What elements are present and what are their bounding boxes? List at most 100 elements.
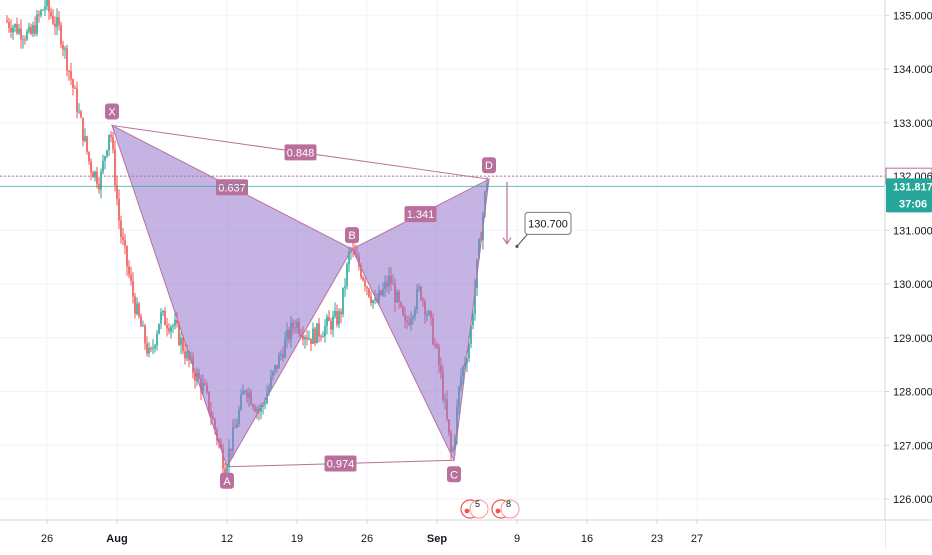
- candle-body: [130, 274, 132, 281]
- candle-body: [94, 171, 96, 178]
- pattern-ratio-xd[interactable]: 0.848: [284, 144, 317, 161]
- candle-body: [222, 448, 224, 469]
- price-levels: 130.700: [0, 175, 885, 248]
- candle-body: [82, 117, 84, 142]
- candle-body: [136, 303, 138, 314]
- candle-body: [102, 160, 104, 172]
- candle-body: [324, 325, 326, 337]
- candle-body: [366, 286, 368, 289]
- candle-body: [126, 246, 128, 267]
- candle-body: [304, 337, 306, 340]
- candle-body: [22, 39, 24, 41]
- candle-body: [88, 151, 90, 162]
- target-callout-label: 130.700: [528, 218, 568, 230]
- candle-body: [134, 296, 136, 314]
- candle-body: [150, 347, 152, 349]
- candle-body: [182, 337, 184, 352]
- candle-body: [314, 328, 316, 344]
- candle-body: [68, 70, 70, 72]
- pattern-point-c[interactable]: C: [447, 466, 461, 483]
- candle-body: [156, 333, 158, 346]
- price-axis-bg: [885, 0, 932, 550]
- candle-body: [226, 466, 228, 477]
- candle-body: [98, 184, 100, 190]
- candle-body: [86, 136, 88, 152]
- candle-body: [78, 111, 80, 113]
- candle-body: [154, 345, 156, 348]
- candle-body: [30, 26, 32, 34]
- candle-body: [474, 287, 476, 314]
- pattern-ratio-xb[interactable]: 0.637: [216, 179, 248, 196]
- pattern-point-b[interactable]: B: [345, 227, 359, 244]
- candle-body: [330, 321, 332, 330]
- candle-body: [46, 0, 48, 7]
- candle-body: [346, 264, 348, 287]
- pattern-ratio-bd[interactable]: 1.341: [404, 206, 437, 223]
- candle-body: [148, 347, 150, 354]
- candle-body: [116, 184, 118, 199]
- candle-body: [50, 11, 52, 17]
- pattern-point-x[interactable]: X: [105, 103, 119, 120]
- candle-body: [108, 134, 110, 151]
- candle-body: [114, 149, 116, 185]
- pattern-ratio-ac[interactable]: 0.974: [324, 455, 357, 472]
- pattern-point-d[interactable]: D: [482, 157, 496, 174]
- event-marker[interactable]: 8: [491, 499, 520, 519]
- candle-body: [76, 88, 78, 112]
- candle-body: [370, 296, 372, 304]
- current-price-tag[interactable]: 131.817 37:06: [886, 178, 932, 213]
- candle-body: [14, 24, 16, 28]
- candle-body: [80, 111, 82, 118]
- candle-body: [128, 266, 130, 275]
- price-tick-label: 134.000: [893, 64, 932, 76]
- candle-body: [176, 319, 178, 324]
- candle-body: [264, 403, 266, 406]
- event-marker-dot: [464, 508, 470, 514]
- candle-body: [470, 325, 472, 344]
- candle-body: [266, 393, 268, 404]
- candle-body: [70, 71, 72, 80]
- time-axis[interactable]: 26 Aug 12 19 26 Sep 9 16 23 27: [0, 519, 932, 550]
- candle-body: [112, 137, 114, 150]
- candle-body: [318, 323, 320, 337]
- candle-body: [42, 9, 44, 11]
- candle-body: [124, 239, 126, 247]
- candle-body: [138, 303, 140, 317]
- candle-body: [110, 134, 112, 138]
- time-tick-label: 12: [221, 533, 233, 545]
- price-axis[interactable]: 135.000134.000133.000132.000131.000130.0…: [884, 0, 932, 550]
- time-axis-bg: [0, 520, 885, 550]
- candle-body: [180, 337, 182, 345]
- candle-body: [12, 27, 14, 33]
- ratio-label: 0.637: [218, 182, 246, 194]
- candle-body: [344, 286, 346, 288]
- candle-body: [224, 468, 226, 477]
- candle-body: [158, 323, 160, 334]
- candle-body: [26, 31, 28, 40]
- candle-body: [326, 317, 328, 326]
- candle-body: [308, 338, 310, 340]
- candle-body: [56, 17, 58, 27]
- candle-body: [74, 87, 76, 89]
- candle-body: [322, 336, 324, 338]
- candle-body: [24, 39, 26, 41]
- event-marker-dot: [495, 508, 501, 514]
- pattern-point-label: D: [485, 160, 493, 172]
- target-callout[interactable]: 130.700: [524, 211, 572, 235]
- time-tick-label: Aug: [106, 533, 127, 545]
- pattern-point-label: A: [223, 476, 231, 488]
- candle-body: [58, 17, 60, 25]
- event-marker[interactable]: 5: [460, 499, 489, 519]
- candle-body: [306, 337, 308, 340]
- candle-body: [374, 299, 376, 301]
- candle-body: [40, 10, 42, 16]
- pattern-point-a[interactable]: A: [220, 472, 234, 489]
- time-tick-label: 27: [691, 533, 703, 545]
- candle-body: [118, 198, 120, 221]
- candle-body: [48, 0, 50, 12]
- harmonic-pattern[interactable]: X A B C D 0.848 0.637 1.341 0.974: [105, 103, 496, 489]
- pattern-point-label: C: [450, 469, 458, 481]
